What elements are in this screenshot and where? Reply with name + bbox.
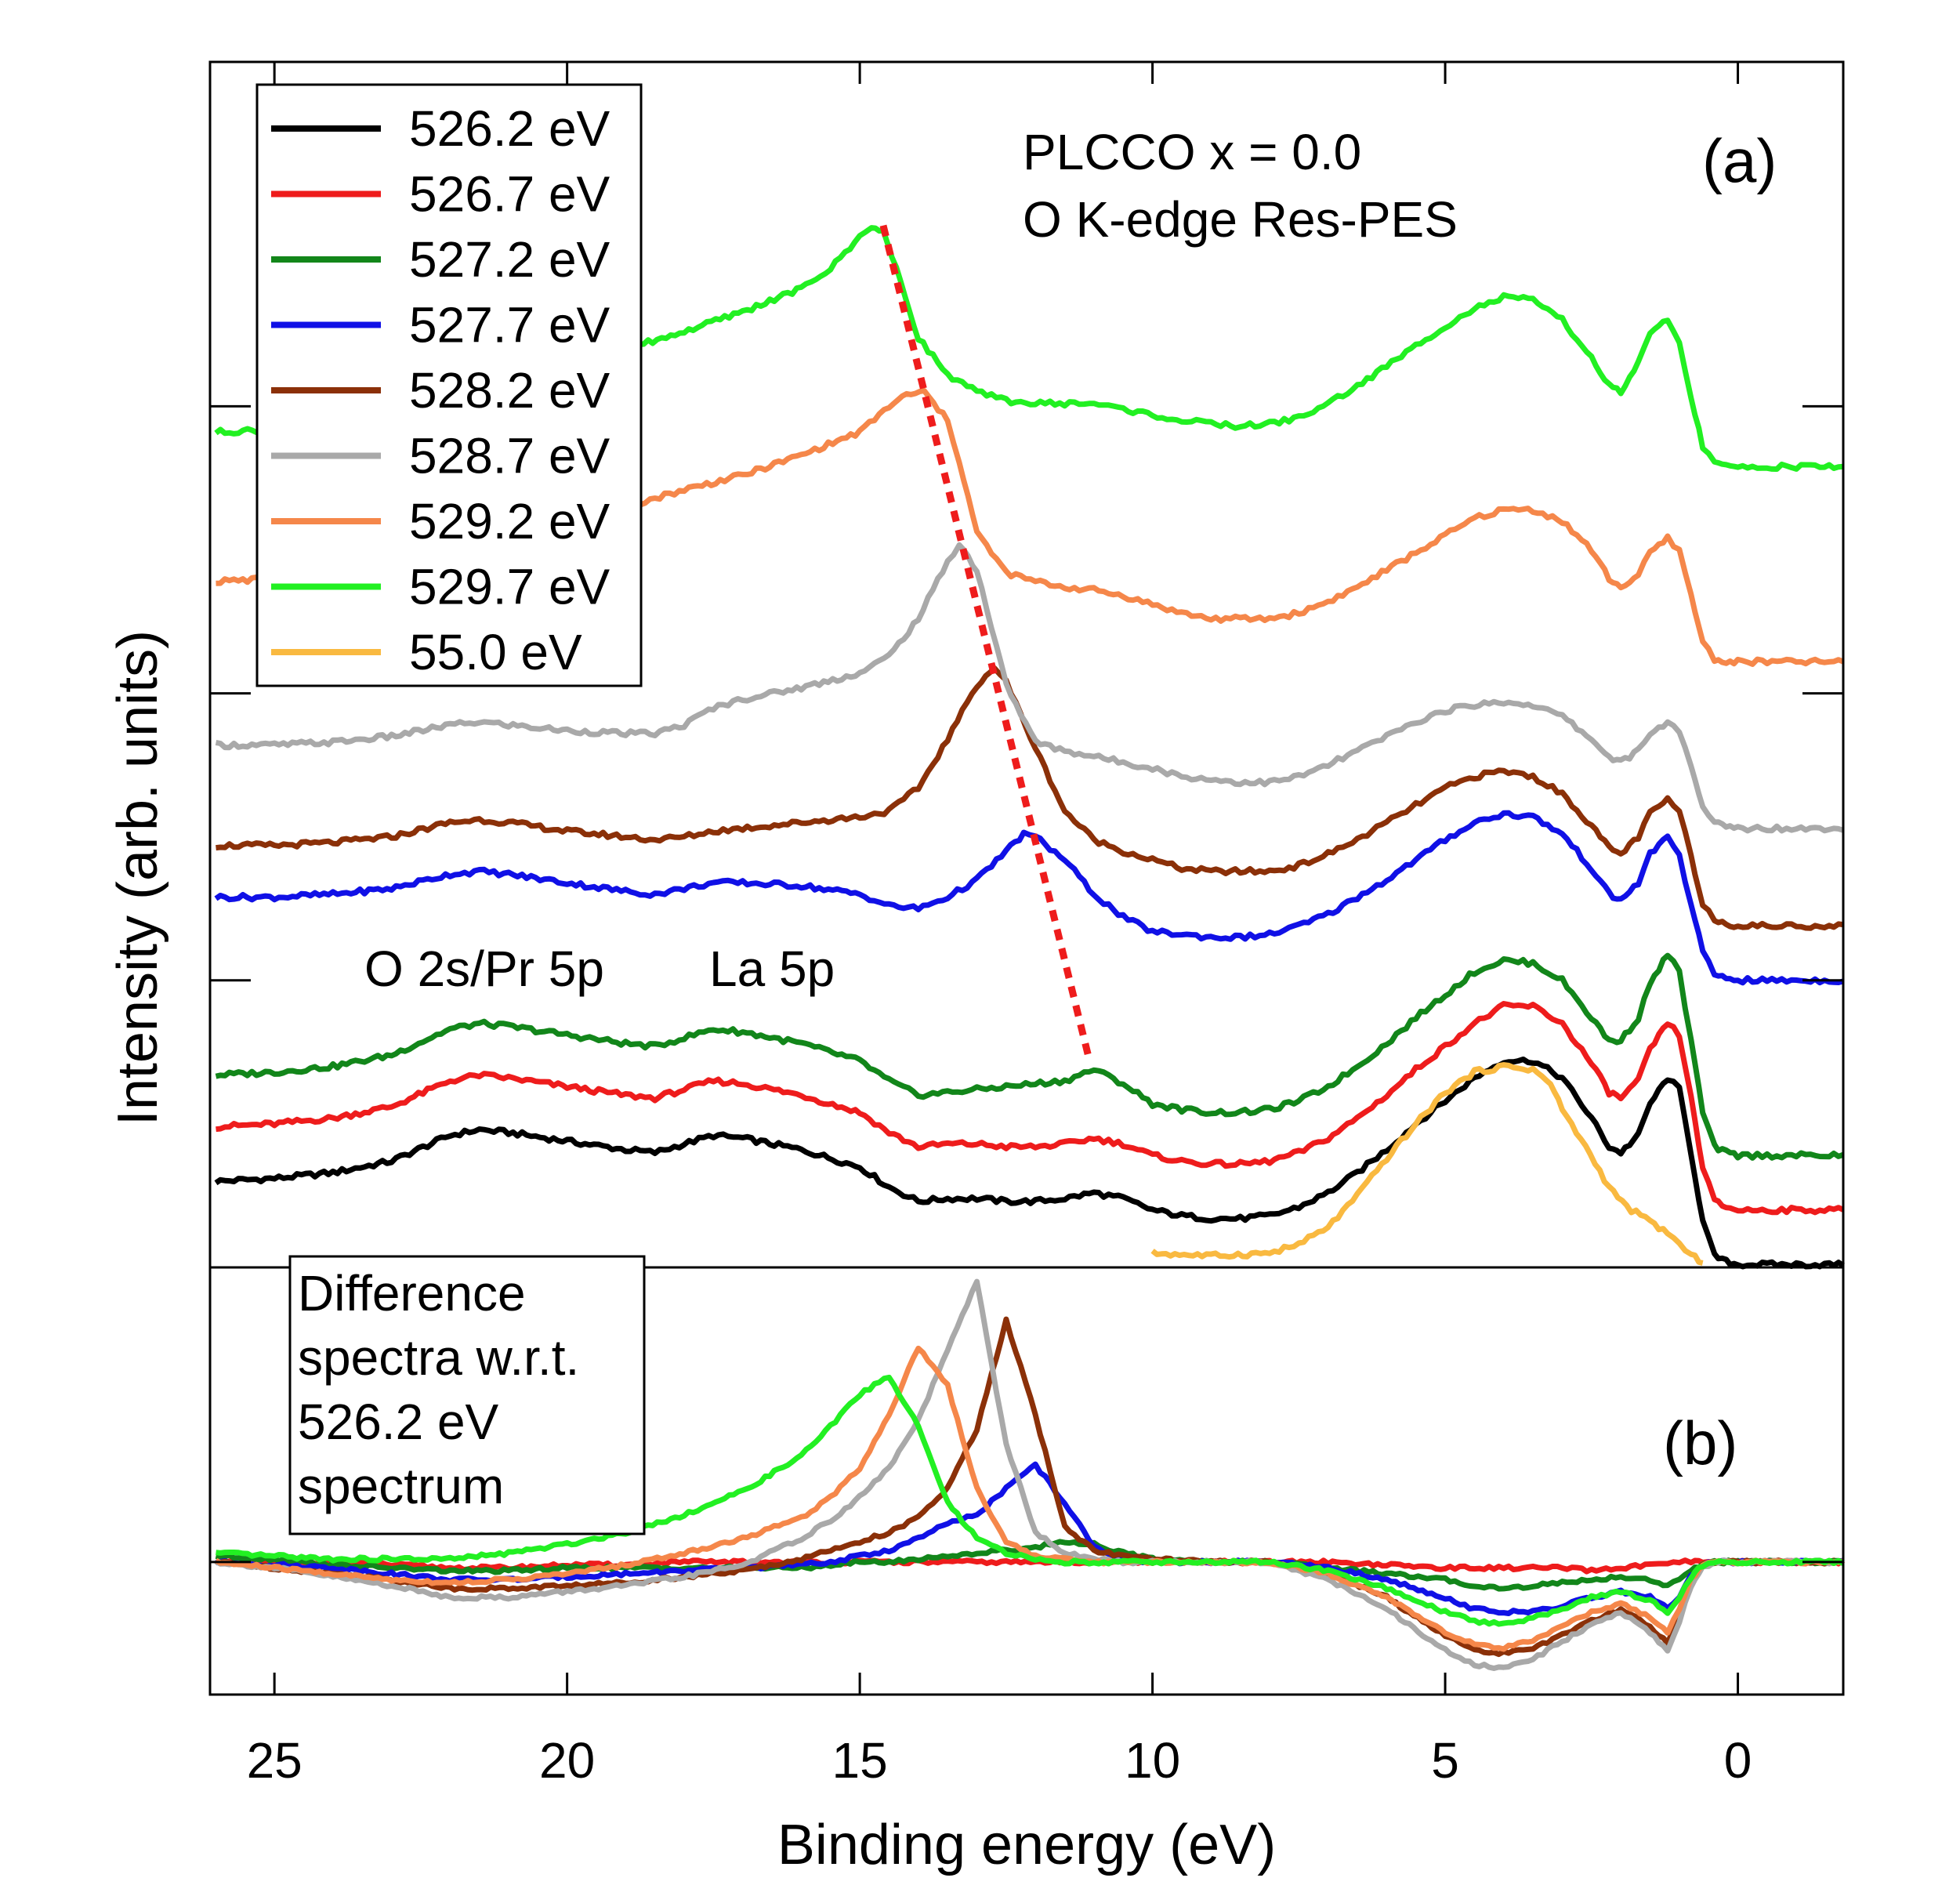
legend-label-0: 526.2 eV: [409, 100, 610, 157]
x-axis-label: Binding energy (eV): [777, 1814, 1276, 1876]
trace-a-526-2-ev: [214, 1057, 1845, 1270]
x-tick-label-3: 10: [1125, 1732, 1180, 1789]
x-tick-label-5: 0: [1724, 1732, 1752, 1789]
x-tick-label-2: 15: [832, 1732, 888, 1789]
panel-b: Difference spectra w.r.t. 526.2 eV spect…: [208, 1255, 1846, 1696]
trace-b-528-7-ev: [214, 1278, 1845, 1671]
legend-label-3: 527.7 eV: [409, 297, 610, 353]
panel-label-a: (a): [1702, 126, 1777, 195]
panel-a: 526.2 eV 526.7 eV 527.2 eV 527.7 eV 528.2 eV…: [208, 60, 1845, 1270]
legend: 526.2 eV 526.7 eV 527.2 eV 527.7 eV 528.2 eV…: [255, 83, 643, 687]
legend-label-4: 528.2 eV: [409, 362, 610, 419]
panel-label-b: (b): [1663, 1408, 1737, 1477]
legend-label-6: 529.2 eV: [409, 493, 610, 549]
trace-a-55-0-ev: [1150, 1062, 1704, 1266]
difference-line-2: spectra w.r.t.: [298, 1329, 579, 1386]
annotation-o2s-pr5p: O 2s/Pr 5p: [364, 941, 604, 997]
panel-b-frame: [208, 1266, 1845, 1696]
legend-label-8: 55.0 eV: [409, 624, 582, 680]
trace-b-528-2-ev: [216, 1316, 1844, 1658]
legend-label-1: 526.7 eV: [409, 166, 610, 223]
legend-label-5: 528.7 eV: [409, 428, 610, 484]
title-line-2: O K-edge Res-PES: [1023, 191, 1458, 248]
trace-a-527-2-ev: [215, 952, 1845, 1161]
legend-label-7: 529.7 eV: [409, 559, 610, 615]
trace-b-529-2-ev: [214, 1345, 1845, 1652]
trace-a-527-7-ev: [214, 810, 1844, 986]
trace-a-528-7-ev: [215, 542, 1845, 834]
trace-b-529-7-ev: [216, 1374, 1845, 1627]
y-axis-label: Intensity (arb. units): [107, 630, 169, 1126]
panel-b-traces: [214, 1278, 1846, 1671]
panel-b-ticks: [210, 1561, 1843, 1695]
x-tick-label-0: 25: [247, 1732, 303, 1789]
title-line-1: PLCCO x = 0.0: [1023, 124, 1361, 180]
x-tick-label-1: 20: [539, 1732, 595, 1789]
difference-line-1: Difference: [298, 1265, 526, 1321]
legend-label-2: 527.2 eV: [409, 231, 610, 288]
difference-line-3: 526.2 eV: [298, 1394, 499, 1450]
difference-line-4: spectrum: [298, 1458, 504, 1514]
panel-a-ticks: [210, 62, 1843, 982]
dispersion-guide-line: [879, 224, 1092, 1057]
trace-a-526-7-ev: [216, 1001, 1845, 1216]
annotation-la5p: La 5p: [709, 941, 835, 997]
difference-annotation-box: [288, 1255, 646, 1535]
x-tick-label-4: 5: [1431, 1732, 1459, 1789]
x-tick-labels: 25 20 15 10 5 0: [247, 1732, 1752, 1789]
legend-items: 526.2 eV 526.7 eV 527.2 eV 527.7 eV 528.2 eV…: [271, 100, 610, 680]
